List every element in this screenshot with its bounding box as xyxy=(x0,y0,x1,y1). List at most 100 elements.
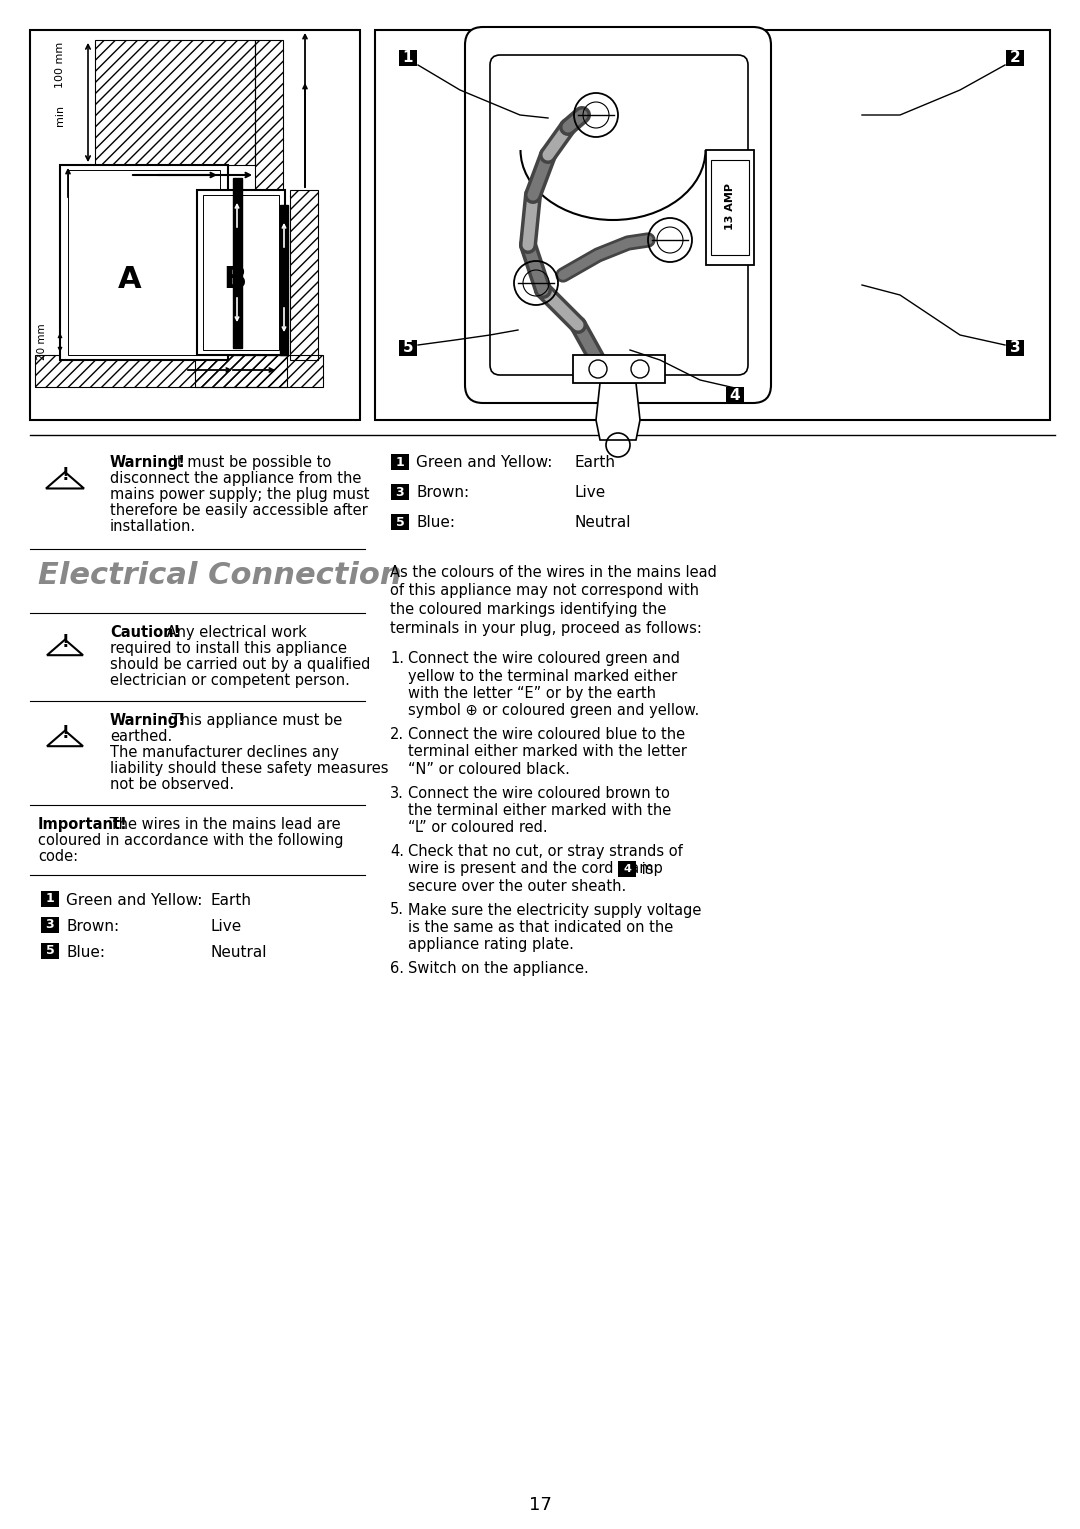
Text: Brown:: Brown: xyxy=(66,919,119,934)
Text: 5.: 5. xyxy=(390,902,404,917)
Text: Caution!: Caution! xyxy=(110,625,180,641)
Bar xyxy=(291,190,318,359)
Text: Green and Yellow:: Green and Yellow: xyxy=(66,893,202,908)
Bar xyxy=(573,355,665,382)
Text: Switch on the appliance.: Switch on the appliance. xyxy=(408,962,589,976)
Text: secure over the outer sheath.: secure over the outer sheath. xyxy=(408,879,626,894)
Text: 3: 3 xyxy=(395,486,404,498)
Text: wire is present and the cord clamp: wire is present and the cord clamp xyxy=(408,861,667,876)
Bar xyxy=(195,355,323,387)
FancyBboxPatch shape xyxy=(465,28,771,404)
Bar xyxy=(30,31,360,420)
Bar xyxy=(619,861,636,876)
Text: Earth: Earth xyxy=(210,893,251,908)
Text: Make sure the electricity supply voltage: Make sure the electricity supply voltage xyxy=(408,902,701,917)
Text: Neutral: Neutral xyxy=(210,945,267,960)
Text: Check that no cut, or stray strands of: Check that no cut, or stray strands of xyxy=(408,844,683,859)
Text: Blue:: Blue: xyxy=(66,945,105,960)
Bar xyxy=(1005,50,1024,66)
Bar xyxy=(68,170,220,355)
Text: 100 mm: 100 mm xyxy=(55,41,65,89)
Bar xyxy=(391,514,409,531)
Text: Live: Live xyxy=(575,485,606,500)
Bar xyxy=(1005,339,1024,356)
Bar xyxy=(41,917,59,933)
Text: B: B xyxy=(224,266,246,295)
Text: Neutral: Neutral xyxy=(575,515,632,531)
Text: 1.: 1. xyxy=(390,651,404,667)
Bar xyxy=(711,161,750,255)
Bar xyxy=(233,177,242,349)
Text: symbol ⊕ or coloured green and yellow.: symbol ⊕ or coloured green and yellow. xyxy=(408,703,699,719)
Text: The manufacturer declines any: The manufacturer declines any xyxy=(110,745,339,760)
Text: is: is xyxy=(637,861,653,876)
Text: Earth: Earth xyxy=(575,456,616,469)
Bar xyxy=(391,454,409,469)
Bar xyxy=(391,485,409,500)
Text: with the letter “E” or by the earth: with the letter “E” or by the earth xyxy=(408,687,656,700)
Bar xyxy=(255,40,283,280)
Bar xyxy=(706,150,754,265)
Text: appliance rating plate.: appliance rating plate. xyxy=(408,937,573,953)
Text: not be observed.: not be observed. xyxy=(110,777,234,792)
Text: 1: 1 xyxy=(395,456,404,468)
Bar xyxy=(41,943,59,959)
Bar xyxy=(280,205,288,355)
Text: Connect the wire coloured green and: Connect the wire coloured green and xyxy=(408,651,680,667)
Text: Live: Live xyxy=(210,919,241,934)
Text: 5: 5 xyxy=(45,945,54,957)
Text: “N” or coloured black.: “N” or coloured black. xyxy=(408,761,570,777)
Text: terminals in your plug, proceed as follows:: terminals in your plug, proceed as follo… xyxy=(390,621,702,636)
Text: 2.: 2. xyxy=(390,726,404,742)
Text: is the same as that indicated on the: is the same as that indicated on the xyxy=(408,920,673,936)
Text: !: ! xyxy=(62,466,69,485)
Bar xyxy=(60,165,228,359)
Bar xyxy=(399,339,417,356)
Text: Warning!: Warning! xyxy=(110,456,186,469)
Text: As the colours of the wires in the mains lead: As the colours of the wires in the mains… xyxy=(390,566,717,579)
Text: 2: 2 xyxy=(1010,50,1021,66)
Text: therefore be easily accessible after: therefore be easily accessible after xyxy=(110,503,368,518)
Text: the coloured markings identifying the: the coloured markings identifying the xyxy=(390,602,666,618)
Text: Brown:: Brown: xyxy=(416,485,469,500)
Bar xyxy=(197,190,285,355)
Text: 4.: 4. xyxy=(390,844,404,859)
Text: 6.: 6. xyxy=(390,962,404,976)
Text: Connect the wire coloured blue to the: Connect the wire coloured blue to the xyxy=(408,726,685,742)
Bar xyxy=(203,196,279,350)
Text: liability should these safety measures: liability should these safety measures xyxy=(110,761,389,777)
Text: 5: 5 xyxy=(403,341,414,356)
Text: “L” or coloured red.: “L” or coloured red. xyxy=(408,821,548,835)
Text: yellow to the terminal marked either: yellow to the terminal marked either xyxy=(408,668,677,683)
Bar xyxy=(41,891,59,907)
Polygon shape xyxy=(596,382,640,440)
Text: the terminal either marked with the: the terminal either marked with the xyxy=(408,803,672,818)
Text: 13 AMP: 13 AMP xyxy=(725,183,735,231)
Text: 4: 4 xyxy=(730,387,740,402)
Text: coloured in accordance with the following: coloured in accordance with the followin… xyxy=(38,833,343,849)
Text: 1: 1 xyxy=(403,50,414,66)
Text: 3.: 3. xyxy=(390,786,404,801)
Text: Important!: Important! xyxy=(38,816,127,832)
Text: Connect the wire coloured brown to: Connect the wire coloured brown to xyxy=(408,786,670,801)
Text: !: ! xyxy=(62,725,69,742)
Text: terminal either marked with the letter: terminal either marked with the letter xyxy=(408,745,687,760)
Text: 5: 5 xyxy=(395,515,404,529)
Text: electrician or competent person.: electrician or competent person. xyxy=(110,673,350,688)
Text: 3: 3 xyxy=(45,919,54,931)
Text: The wires in the mains lead are: The wires in the mains lead are xyxy=(105,816,340,832)
Text: should be carried out by a qualified: should be carried out by a qualified xyxy=(110,657,370,673)
Bar xyxy=(726,387,744,404)
Text: This appliance must be: This appliance must be xyxy=(167,713,342,728)
Text: A: A xyxy=(118,266,141,295)
Text: Green and Yellow:: Green and Yellow: xyxy=(416,456,552,469)
Bar xyxy=(375,31,1050,420)
Text: code:: code: xyxy=(38,849,78,864)
Text: Electrical Connection: Electrical Connection xyxy=(38,561,402,590)
Text: 3: 3 xyxy=(1010,341,1021,356)
Text: 1: 1 xyxy=(45,893,54,905)
Text: 17: 17 xyxy=(528,1495,552,1514)
Text: Blue:: Blue: xyxy=(416,515,455,531)
Text: earthed.: earthed. xyxy=(110,729,172,745)
Text: It must be possible to: It must be possible to xyxy=(168,456,332,469)
